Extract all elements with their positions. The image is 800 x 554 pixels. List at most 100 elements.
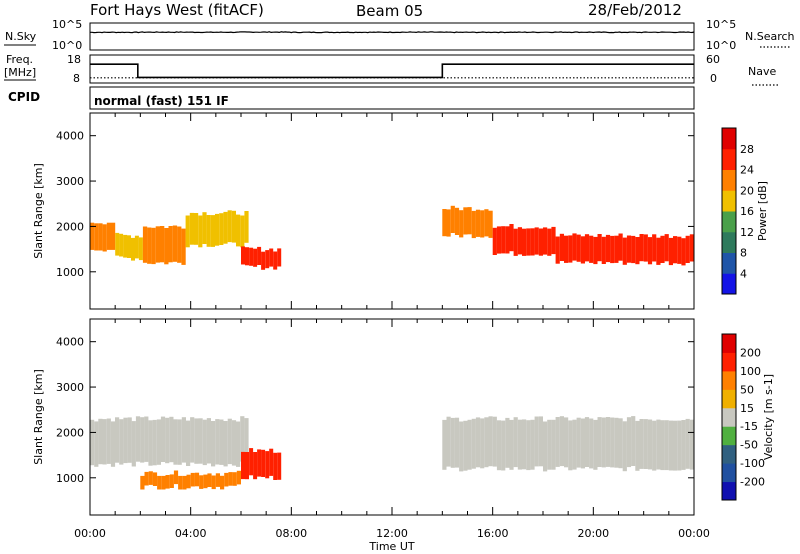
echo-cell [257,246,262,265]
xtick-label: 08:00 [275,527,307,540]
echo-cell [152,419,157,466]
ytick-label: 1000 [56,266,84,279]
velocity-panel: Slant Range [km] 1000 2000 3000 4000 200 100… [32,318,775,516]
echo-cell [601,236,606,264]
echo-cell [484,209,489,237]
echo-cell [265,451,270,479]
echo-cell [601,417,606,468]
colorbar-tick: 8 [740,247,747,260]
echo-cell [631,235,636,264]
colorbar-swatch [722,273,736,295]
xtick-label: 00:00 [678,527,710,540]
echo-cell [102,419,107,465]
colorbar-tick: -50 [740,439,758,452]
ytick-label: 2000 [56,220,84,233]
echo-cell [106,418,111,464]
echo-cell [589,235,594,263]
echo-cell [244,418,249,464]
echo-cell [161,475,166,490]
velocity-yticks: 1000 2000 3000 4000 [56,336,694,485]
echo-cell [551,419,556,470]
echo-cell [618,418,623,469]
echo-cell [181,417,186,463]
echo-cell [156,419,161,465]
station-title: Fort Hays West (fitACF) [90,1,264,19]
echo-cell [182,475,187,490]
echo-cell [157,475,162,490]
colorbar-tick: 200 [740,346,761,359]
echo-cell [249,247,254,266]
echo-cell [138,237,143,261]
nsearch-tick-high: 10^5 [706,18,736,31]
echo-cell [198,215,203,248]
colorbar-tick: 50 [740,383,754,396]
echo-cell [614,417,619,468]
echo-cell [471,210,476,239]
echo-cell [610,417,615,468]
echo-cell [660,235,665,263]
echo-cell [134,235,139,259]
echo-cell [148,420,153,466]
echo-cell [622,421,627,472]
nsky-tick-low: 10^0 [52,39,82,52]
echo-cell [463,420,468,471]
echo-cell [517,419,522,470]
echo-cell [564,235,569,263]
echo-cell [534,416,539,467]
nsearch-label: N.Search [745,30,795,43]
power-colorbar-label: Power [dB] [756,181,769,241]
colorbar-swatch [722,352,736,372]
velocity-colorbar: 200 100 50 15 -15 -50 -100 -200 [721,333,765,501]
echo-cell [185,215,190,248]
echo-cell [442,209,447,237]
echo-cell [261,449,266,477]
echo-cell [236,470,241,485]
nsky-label: N.Sky [5,30,37,43]
echo-cell [227,418,232,465]
echo-cell [102,224,107,252]
echo-cell [522,228,527,256]
echo-cell [160,416,166,462]
echo-cell [203,474,208,489]
echo-cell [517,227,522,255]
colorbar-swatch [722,407,736,427]
echo-cell [119,233,124,257]
echo-cell [593,419,598,470]
colorbar-swatch [722,389,736,409]
noise-strip: N.Sky 10^5 10^0 N.Search 10^5 10^0 [4,18,795,52]
noise-strip-frame [89,22,695,51]
echo-cell [689,234,694,262]
echo-cell [538,228,543,256]
nave-label: Nave [748,65,776,78]
colorbar-tick: -200 [740,476,765,489]
echo-cell [580,236,585,264]
echo-cell [656,419,661,470]
beam-label: Beam 05 [356,2,423,20]
echo-cell [257,449,262,477]
echo-cell [151,227,156,265]
echo-cell [677,236,682,264]
ytick-label: 3000 [56,175,84,188]
echo-cell [127,417,132,463]
time-axis-title: Time UT [368,540,414,553]
colorbar-swatch [722,426,736,446]
echo-cell [223,421,228,467]
echo-cell [559,416,564,467]
echo-cell [148,471,153,485]
echo-cell [643,234,648,262]
echo-cell [551,226,556,255]
echo-cell [534,227,539,255]
echo-cell [450,205,455,233]
echo-cell [496,420,502,471]
echo-cell [236,214,241,247]
echo-cell [543,227,548,255]
echo-cell [244,211,249,243]
echo-cell [626,417,632,468]
echo-cell [178,475,183,490]
colorbar-tick: 12 [740,226,754,239]
echo-cell [140,417,145,463]
echo-cell [564,417,569,468]
colorbar-tick: 24 [740,164,754,177]
echo-cell [190,472,195,487]
echo-cell [681,238,686,266]
